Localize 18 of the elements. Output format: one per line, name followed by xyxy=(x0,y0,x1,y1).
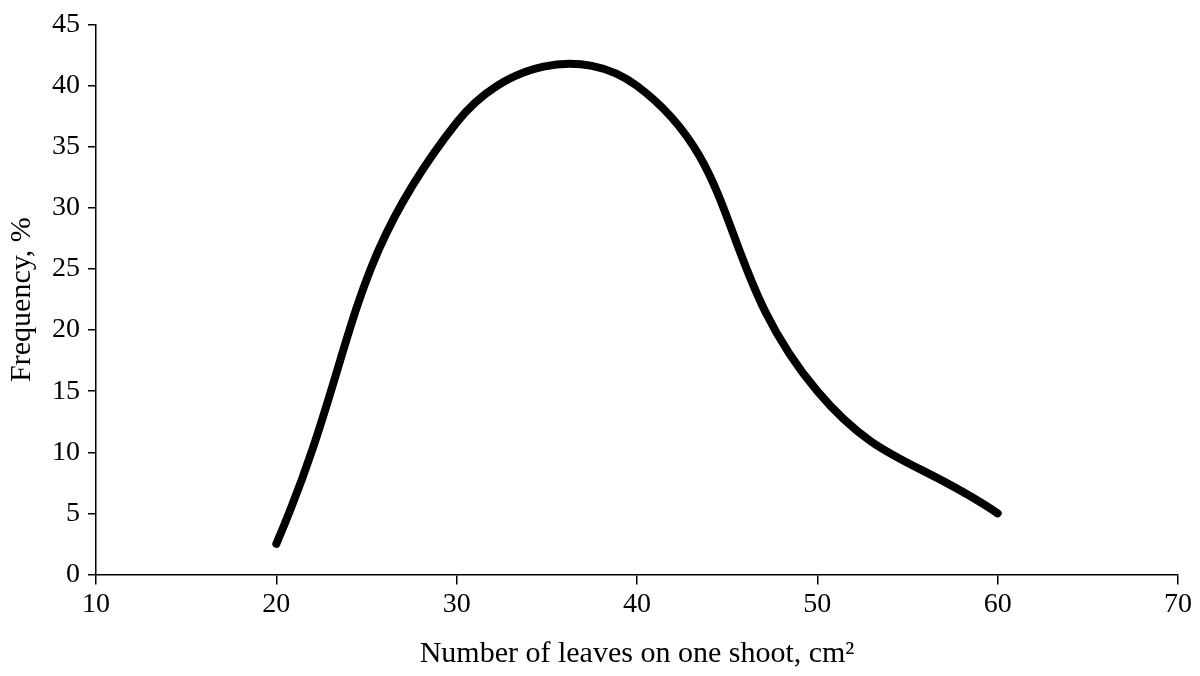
x-tick-label: 50 xyxy=(803,586,832,618)
x-axis-title: Number of leaves on one shoot, cm² xyxy=(419,634,855,668)
x-tick-label: 20 xyxy=(262,586,291,618)
y-tick-label: 5 xyxy=(66,495,80,527)
y-tick-label: 45 xyxy=(52,7,80,39)
y-tick-label: 0 xyxy=(66,556,80,588)
x-tick-label: 60 xyxy=(983,586,1012,618)
y-tick-label: 25 xyxy=(52,251,80,283)
y-tick-label: 30 xyxy=(52,190,80,222)
x-tick-label: 70 xyxy=(1164,586,1192,618)
y-tick-label: 20 xyxy=(52,312,80,344)
x-tick-label: 30 xyxy=(442,586,471,618)
x-tick-label: 40 xyxy=(623,586,651,618)
y-tick-label: 40 xyxy=(52,68,80,100)
y-axis-title: Frequency, % xyxy=(2,217,36,382)
y-tick-label: 15 xyxy=(52,373,80,405)
y-tick-label: 10 xyxy=(52,434,80,466)
y-tick-label: 35 xyxy=(52,129,80,161)
